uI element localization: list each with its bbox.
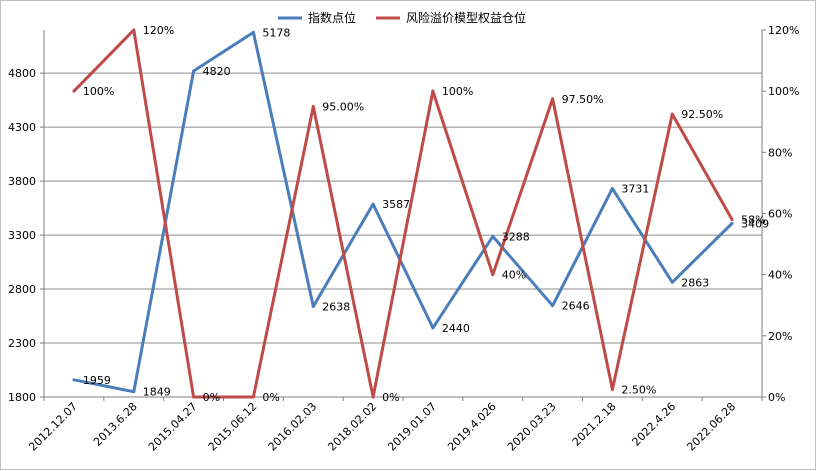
data-label: 4820 — [203, 65, 231, 78]
data-point — [251, 30, 255, 34]
data-point — [371, 202, 375, 206]
data-point — [551, 304, 555, 308]
left-tick-label: 2300 — [8, 337, 36, 350]
data-label: 92.50% — [681, 108, 723, 121]
series-line — [73, 30, 734, 394]
data-point — [311, 104, 315, 108]
legend-label: 指数点位 — [308, 10, 356, 25]
right-tick-label: 60% — [768, 208, 792, 221]
right-tick-label: 80% — [768, 146, 792, 159]
data-point — [610, 187, 614, 191]
data-label: 2440 — [442, 322, 470, 335]
right-tick-label: 0% — [768, 391, 785, 404]
data-point — [730, 221, 734, 225]
data-point — [72, 89, 76, 93]
data-label: 2.50% — [621, 383, 656, 396]
data-label: 0% — [203, 391, 220, 404]
data-label: 58% — [741, 214, 765, 227]
left-tick-label: 3800 — [8, 175, 36, 188]
data-label: 3731 — [621, 183, 649, 196]
legend-label: 风险溢价模型权益仓位 — [406, 10, 526, 25]
data-labels: 1959 1849 4820 5178 2638 3587 2440 3288 2646 3731… — [83, 24, 769, 404]
data-label: 100% — [442, 85, 473, 98]
data-point — [491, 234, 495, 238]
left-tick-label: 4800 — [8, 67, 36, 80]
left-tick-label: 2800 — [8, 283, 36, 296]
data-point — [730, 218, 734, 222]
data-point — [431, 89, 435, 93]
data-label: 0% — [262, 391, 279, 404]
series-line — [72, 28, 734, 399]
data-label: 0% — [382, 391, 399, 404]
data-point — [192, 69, 196, 73]
data-point — [311, 305, 315, 309]
data-label: 1849 — [143, 386, 171, 399]
left-tick-label: 4300 — [8, 121, 36, 134]
data-label: 120% — [143, 24, 174, 37]
data-label: 3409 — [741, 217, 769, 230]
right-tick-label: 120% — [768, 24, 799, 37]
data-point — [431, 326, 435, 330]
right-axis-ticks: 0% 20% 40% 60% 80% 100% 120% — [768, 24, 799, 404]
data-label: 2863 — [681, 276, 709, 289]
data-label: 5178 — [262, 26, 290, 39]
data-label: 95.00% — [322, 100, 364, 113]
data-point — [132, 390, 136, 394]
data-label: 1959 — [83, 374, 111, 387]
data-point — [670, 112, 674, 116]
right-tick-label: 20% — [768, 330, 792, 343]
data-label: 100% — [83, 85, 114, 98]
data-point — [371, 395, 375, 399]
data-label: 40% — [502, 269, 526, 282]
data-point — [192, 395, 196, 399]
data-point — [670, 280, 674, 284]
data-point — [610, 387, 614, 391]
data-point — [251, 395, 255, 399]
right-tick-label: 40% — [768, 269, 792, 282]
data-label: 3288 — [502, 230, 530, 243]
data-label: 2646 — [562, 300, 590, 313]
data-label: 2638 — [322, 301, 350, 314]
legend: 指数点位 风险溢价模型权益仓位 — [278, 10, 526, 25]
left-tick-label: 3300 — [8, 229, 36, 242]
data-point — [491, 273, 495, 277]
axes — [40, 29, 766, 401]
data-point — [551, 97, 555, 101]
right-tick-label: 100% — [768, 85, 799, 98]
data-label: 3587 — [382, 198, 410, 211]
left-axis-ticks: 1800 2300 2800 3300 3800 4300 4800 — [8, 67, 36, 404]
left-tick-label: 1800 — [8, 391, 36, 404]
data-point — [72, 378, 76, 382]
data-point — [132, 28, 136, 32]
series-lines — [72, 28, 734, 399]
data-label: 97.50% — [562, 93, 604, 106]
